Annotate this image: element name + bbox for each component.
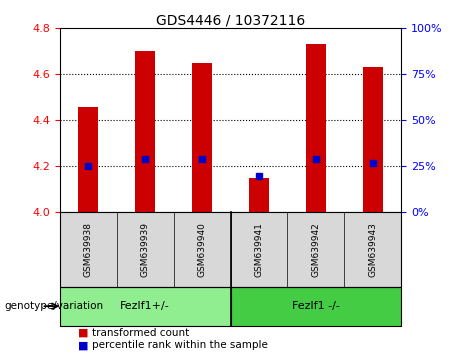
Bar <box>249 178 269 212</box>
Text: GSM639943: GSM639943 <box>368 222 377 277</box>
Text: GSM639938: GSM639938 <box>84 222 93 277</box>
Bar <box>306 44 326 212</box>
Text: GSM639941: GSM639941 <box>254 222 263 277</box>
Text: percentile rank within the sample: percentile rank within the sample <box>92 340 268 350</box>
Text: GSM639942: GSM639942 <box>311 222 320 277</box>
Bar <box>192 63 212 212</box>
Text: genotype/variation: genotype/variation <box>5 301 104 311</box>
Title: GDS4446 / 10372116: GDS4446 / 10372116 <box>156 13 305 27</box>
Text: Fezlf1 -/-: Fezlf1 -/- <box>292 301 340 311</box>
Text: transformed count: transformed count <box>92 328 189 338</box>
Text: ■: ■ <box>78 328 89 338</box>
Text: ■: ■ <box>78 340 89 350</box>
Text: GSM639940: GSM639940 <box>198 222 207 277</box>
Bar <box>78 107 98 212</box>
Text: GSM639939: GSM639939 <box>141 222 150 277</box>
Bar <box>363 67 383 212</box>
Text: Fezlf1+/-: Fezlf1+/- <box>120 301 170 311</box>
Bar <box>135 51 155 212</box>
